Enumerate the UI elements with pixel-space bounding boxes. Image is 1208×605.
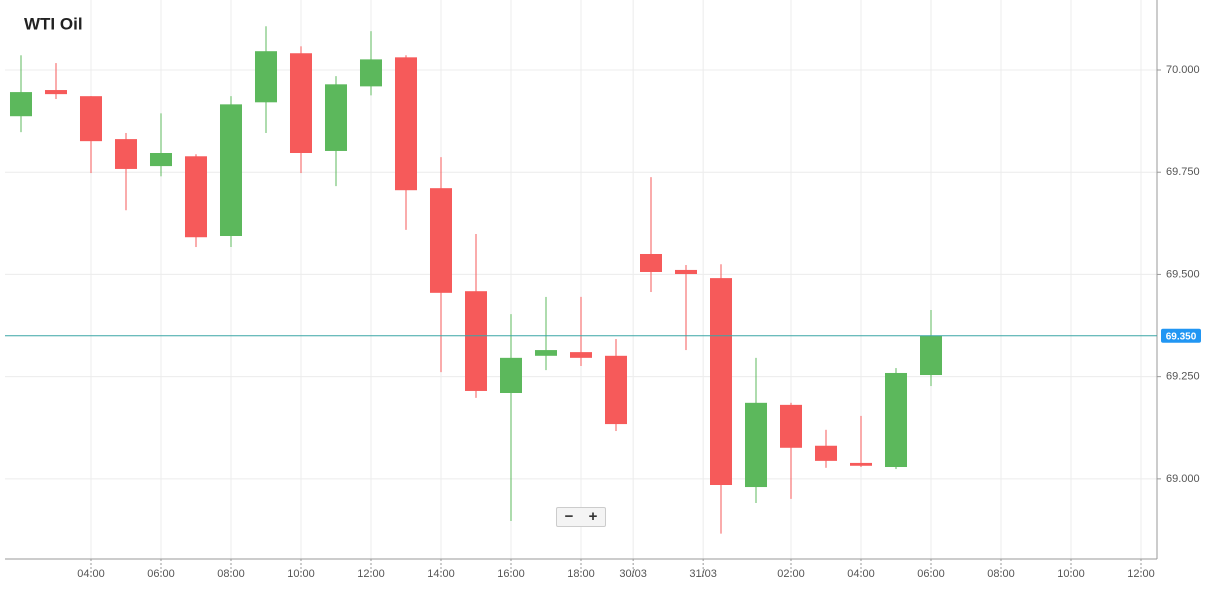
candle-body [324, 84, 347, 151]
candle-body [149, 153, 172, 167]
candle-body [254, 51, 277, 103]
candle-body [920, 335, 943, 376]
candle-body [675, 269, 698, 275]
candle-body [9, 92, 32, 117]
candle-body [499, 357, 522, 394]
x-tick-label: 10:00 [287, 568, 315, 580]
x-tick-label: 12:00 [357, 568, 385, 580]
zoom-out[interactable]: − [564, 508, 574, 525]
x-tick-label: 02:00 [777, 568, 805, 580]
zoom-in[interactable]: + [588, 508, 598, 525]
x-tick-label: 30/03 [619, 568, 647, 580]
x-tick-label: 31/03 [689, 568, 717, 580]
candle-body [289, 53, 312, 154]
candle-body [570, 352, 592, 358]
candle-body [815, 445, 838, 461]
candle-body [44, 90, 67, 95]
candle-body [850, 462, 873, 466]
candle-body [79, 96, 102, 142]
candle-body [429, 188, 452, 293]
candle-body [114, 139, 137, 169]
x-tick-label: 10:00 [1057, 568, 1085, 580]
candle-body [534, 350, 557, 356]
y-tick-label: 70.000 [1166, 64, 1200, 76]
x-tick-label: 06:00 [147, 568, 175, 580]
x-tick-label: 14:00 [427, 568, 455, 580]
zoom-controls: − + [556, 507, 606, 527]
y-tick-label: 69.500 [1166, 268, 1200, 280]
x-tick-label: 12:00 [1127, 568, 1155, 580]
candle-body [605, 355, 628, 425]
x-tick-label: 04:00 [847, 568, 875, 580]
candle-body [464, 291, 487, 391]
x-tick-label: 16:00 [497, 568, 525, 580]
candle-body [780, 404, 803, 448]
candle-body [219, 104, 242, 237]
x-tick-label: 06:00 [917, 568, 945, 580]
y-tick-label: 69.250 [1166, 371, 1200, 383]
x-tick-label: 08:00 [217, 568, 245, 580]
candle-body [885, 372, 908, 468]
candle-body [394, 57, 417, 191]
x-tick-label: 04:00 [77, 568, 105, 580]
y-tick-label: 69.750 [1166, 166, 1200, 178]
candle-body [710, 278, 733, 485]
candle-body [184, 156, 207, 238]
x-tick-label: 18:00 [567, 568, 595, 580]
candle-body [745, 402, 768, 488]
candle-body [359, 59, 382, 87]
chart-title: WTI Oil [24, 14, 83, 33]
current-price-label: 69.350 [1166, 331, 1197, 342]
y-tick-label: 69.000 [1166, 473, 1200, 485]
x-tick-label: 08:00 [987, 568, 1015, 580]
candle-body [640, 253, 663, 272]
current-price-box [1161, 328, 1201, 343]
